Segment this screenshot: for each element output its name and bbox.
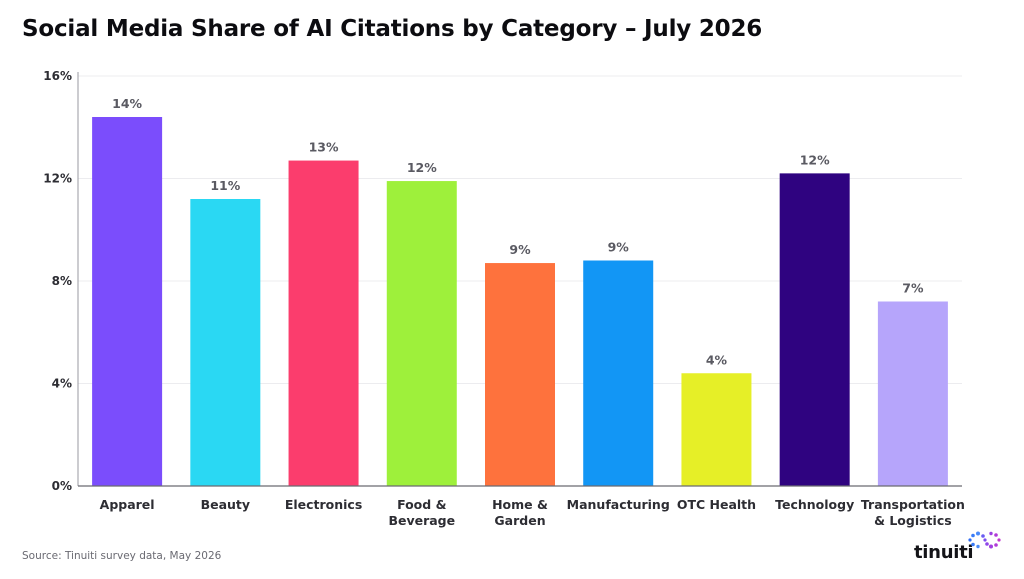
data-label: 12% xyxy=(800,152,830,167)
bar xyxy=(583,260,654,486)
bar xyxy=(681,373,752,486)
bar xyxy=(779,173,850,486)
data-label: 11% xyxy=(210,178,240,193)
data-label: 9% xyxy=(608,240,630,255)
bar xyxy=(190,199,261,486)
data-label: 7% xyxy=(902,281,924,296)
y-tick-label: 12% xyxy=(43,172,72,186)
y-tick-label: 4% xyxy=(52,377,72,391)
x-tick-label: Food & xyxy=(397,497,447,512)
x-tick-label: Transportation xyxy=(861,497,965,512)
x-tick-label: Manufacturing xyxy=(567,497,670,512)
x-tick-label: Apparel xyxy=(100,497,155,512)
data-label: 12% xyxy=(407,160,437,175)
y-tick-label: 0% xyxy=(52,479,72,493)
tinuiti-logo: tinuiti xyxy=(914,528,1006,568)
x-tick-label: & Logistics xyxy=(874,513,952,528)
data-label: 14% xyxy=(112,96,142,111)
bar xyxy=(485,263,555,486)
bar xyxy=(92,117,163,486)
data-label: 9% xyxy=(509,242,531,257)
x-tick-label: OTC Health xyxy=(677,497,756,512)
x-tick-label: Garden xyxy=(494,513,545,528)
y-tick-label: 8% xyxy=(52,274,72,288)
x-tick-label: Beverage xyxy=(388,513,455,528)
bar xyxy=(877,301,948,486)
source-note: Source: Tinuiti survey data, May 2026 xyxy=(22,550,222,562)
bar xyxy=(386,181,457,486)
data-label: 4% xyxy=(706,352,728,367)
x-tick-label: Electronics xyxy=(285,497,362,512)
logo-text: tinuiti xyxy=(914,542,974,563)
x-tick-label: Home & xyxy=(492,497,548,512)
y-tick-label: 16% xyxy=(43,69,72,83)
tinuiti-infinity-icon xyxy=(968,531,1001,549)
x-tick-label: Technology xyxy=(775,497,854,512)
chart-title: Social Media Share of AI Citations by Ca… xyxy=(22,16,763,42)
bar xyxy=(288,160,359,486)
data-label: 13% xyxy=(309,140,339,155)
x-tick-label: Beauty xyxy=(201,497,250,512)
